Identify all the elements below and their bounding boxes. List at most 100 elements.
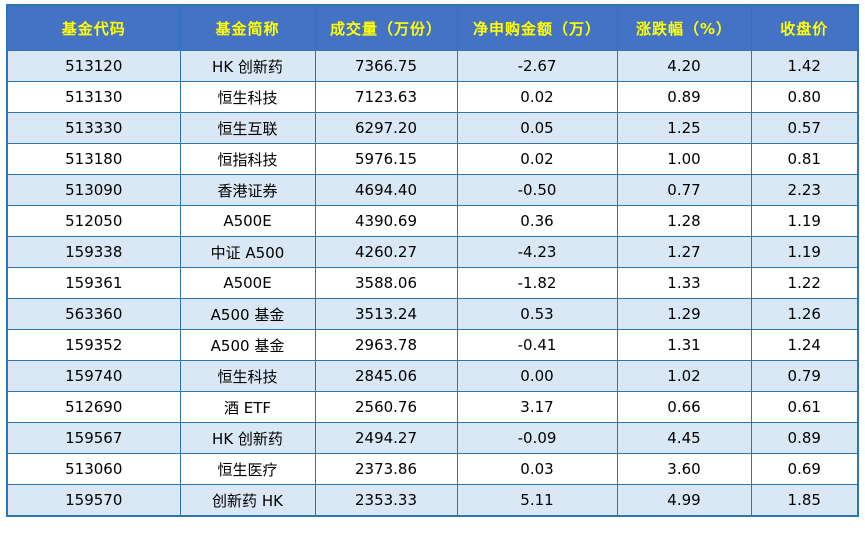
cell-fund_name: A500E [179,267,316,299]
cell-close_price: 1.22 [750,267,859,299]
cell-fund_code: 513130 [6,81,181,113]
cell-change_pct: 1.02 [616,360,752,392]
cell-change_pct: 1.28 [616,205,752,237]
cell-volume: 2845.06 [314,360,458,392]
cell-fund_code: 512690 [6,391,181,423]
header-row: 基金代码 基金简称 成交量（万份） 净申购金额（万） 涨跌幅（%） 收盘价 [6,4,859,51]
table-row: 512690 酒 ETF 2560.76 3.17 0.66 0.61 [6,391,859,423]
cell-fund_code: 512050 [6,205,181,237]
table-row: 513090 香港证券 4694.40 -0.50 0.77 2.23 [6,174,859,206]
column-header-change_pct: 涨跌幅（%） [616,4,752,51]
cell-change_pct: 0.77 [616,174,752,206]
cell-net_subscription: 0.02 [456,143,618,175]
table-row: 563360 A500 基金 3513.24 0.53 1.29 1.26 [6,298,859,330]
cell-volume: 4694.40 [314,174,458,206]
cell-fund_code: 159361 [6,267,181,299]
cell-change_pct: 1.27 [616,236,752,268]
cell-net_subscription: -2.67 [456,50,618,82]
cell-change_pct: 1.33 [616,267,752,299]
table-row: 159570 创新药 HK 2353.33 5.11 4.99 1.85 [6,484,859,517]
cell-fund_name: HK 创新药 [179,50,316,82]
cell-volume: 2560.76 [314,391,458,423]
table-row: 159352 A500 基金 2963.78 -0.41 1.31 1.24 [6,329,859,361]
table-row: 159740 恒生科技 2845.06 0.00 1.02 0.79 [6,360,859,392]
cell-close_price: 0.69 [750,453,859,485]
table-row: 512050 A500E 4390.69 0.36 1.28 1.19 [6,205,859,237]
cell-fund_name: 创新药 HK [179,484,316,517]
cell-change_pct: 4.45 [616,422,752,454]
cell-fund_code: 159567 [6,422,181,454]
cell-fund_name: A500E [179,205,316,237]
cell-fund_code: 159338 [6,236,181,268]
table-row: 513060 恒生医疗 2373.86 0.03 3.60 0.69 [6,453,859,485]
cell-change_pct: 1.29 [616,298,752,330]
cell-fund_code: 563360 [6,298,181,330]
table-row: 159338 中证 A500 4260.27 -4.23 1.27 1.19 [6,236,859,268]
cell-close_price: 1.24 [750,329,859,361]
cell-fund_name: HK 创新药 [179,422,316,454]
cell-net_subscription: 0.03 [456,453,618,485]
cell-net_subscription: -0.41 [456,329,618,361]
cell-change_pct: 0.89 [616,81,752,113]
cell-volume: 2963.78 [314,329,458,361]
cell-net_subscription: 3.17 [456,391,618,423]
cell-close_price: 1.26 [750,298,859,330]
column-header-volume: 成交量（万份） [314,4,458,51]
column-header-fund_name: 基金简称 [179,4,316,51]
cell-change_pct: 4.99 [616,484,752,517]
cell-change_pct: 4.20 [616,50,752,82]
cell-net_subscription: -1.82 [456,267,618,299]
cell-close_price: 0.81 [750,143,859,175]
column-header-net_subscription: 净申购金额（万） [456,4,618,51]
fund-table: 基金代码 基金简称 成交量（万份） 净申购金额（万） 涨跌幅（%） 收盘价 513120 H… [6,4,859,517]
cell-fund_name: 恒生互联 [179,112,316,144]
cell-volume: 2353.33 [314,484,458,517]
cell-net_subscription: 0.00 [456,360,618,392]
cell-close_price: 1.85 [750,484,859,517]
cell-fund_name: 恒指科技 [179,143,316,175]
cell-close_price: 1.42 [750,50,859,82]
cell-change_pct: 3.60 [616,453,752,485]
cell-fund_name: 恒生科技 [179,360,316,392]
table-row: 513330 恒生互联 6297.20 0.05 1.25 0.57 [6,112,859,144]
cell-net_subscription: -0.50 [456,174,618,206]
cell-fund_code: 513060 [6,453,181,485]
cell-change_pct: 1.31 [616,329,752,361]
table-row: 513180 恒指科技 5976.15 0.02 1.00 0.81 [6,143,859,175]
cell-fund_code: 159740 [6,360,181,392]
cell-volume: 7123.63 [314,81,458,113]
cell-volume: 3513.24 [314,298,458,330]
cell-close_price: 0.79 [750,360,859,392]
cell-close_price: 0.80 [750,81,859,113]
cell-fund_name: A500 基金 [179,298,316,330]
cell-fund_name: 酒 ETF [179,391,316,423]
cell-volume: 6297.20 [314,112,458,144]
cell-volume: 4260.27 [314,236,458,268]
cell-fund_name: 恒生医疗 [179,453,316,485]
cell-fund_code: 159570 [6,484,181,517]
cell-change_pct: 1.25 [616,112,752,144]
column-header-fund_code: 基金代码 [6,4,181,51]
cell-fund_name: A500 基金 [179,329,316,361]
cell-close_price: 2.23 [750,174,859,206]
fund-table-body: 513120 HK 创新药 7366.75 -2.67 4.20 1.42 513130 恒生… [6,50,859,517]
cell-fund_name: 恒生科技 [179,81,316,113]
cell-fund_code: 513330 [6,112,181,144]
cell-close_price: 0.61 [750,391,859,423]
cell-fund_code: 513120 [6,50,181,82]
cell-volume: 3588.06 [314,267,458,299]
table-row: 513120 HK 创新药 7366.75 -2.67 4.20 1.42 [6,50,859,82]
cell-net_subscription: 0.02 [456,81,618,113]
cell-net_subscription: -0.09 [456,422,618,454]
cell-fund_name: 中证 A500 [179,236,316,268]
cell-close_price: 1.19 [750,236,859,268]
cell-close_price: 1.19 [750,205,859,237]
table-row: 159567 HK 创新药 2494.27 -0.09 4.45 0.89 [6,422,859,454]
cell-close_price: 0.57 [750,112,859,144]
cell-close_price: 0.89 [750,422,859,454]
fund-table-header: 基金代码 基金简称 成交量（万份） 净申购金额（万） 涨跌幅（%） 收盘价 [6,4,859,51]
cell-change_pct: 0.66 [616,391,752,423]
table-row: 513130 恒生科技 7123.63 0.02 0.89 0.80 [6,81,859,113]
cell-volume: 4390.69 [314,205,458,237]
cell-net_subscription: -4.23 [456,236,618,268]
